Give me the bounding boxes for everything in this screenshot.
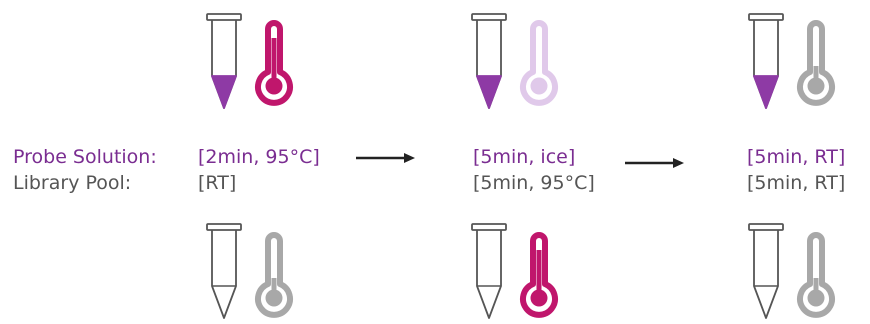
step2-library-condition: [5min, 95°C]: [473, 172, 595, 194]
step3-library-condition: [5min, RT]: [747, 172, 846, 194]
library-pool-label: Library Pool:: [13, 172, 132, 194]
tube-with-liquid-icon: [206, 13, 242, 109]
arrow-right-icon: [625, 158, 684, 168]
step3-probe-condition: [5min, RT]: [747, 146, 846, 168]
thermometer-cold-icon: [520, 20, 558, 106]
empty-tube-icon: [471, 223, 507, 319]
step1-library-condition: [RT]: [198, 172, 237, 194]
probe-solution-label: Probe Solution:: [13, 146, 157, 168]
arrow-right-icon: [356, 153, 415, 163]
empty-tube-icon: [748, 223, 784, 319]
tube-with-liquid-icon: [471, 13, 507, 109]
thermometer-hot-icon: [520, 232, 558, 318]
step1-probe-condition: [2min, 95°C]: [198, 146, 320, 168]
thermometer-neutral-icon: [797, 20, 835, 106]
empty-tube-icon: [206, 223, 242, 319]
step2-probe-condition: [5min, ice]: [473, 146, 576, 168]
thermometer-neutral-icon: [255, 232, 293, 318]
tube-with-liquid-icon: [748, 13, 784, 109]
thermometer-hot-icon: [255, 20, 293, 106]
thermometer-neutral-icon: [797, 232, 835, 318]
